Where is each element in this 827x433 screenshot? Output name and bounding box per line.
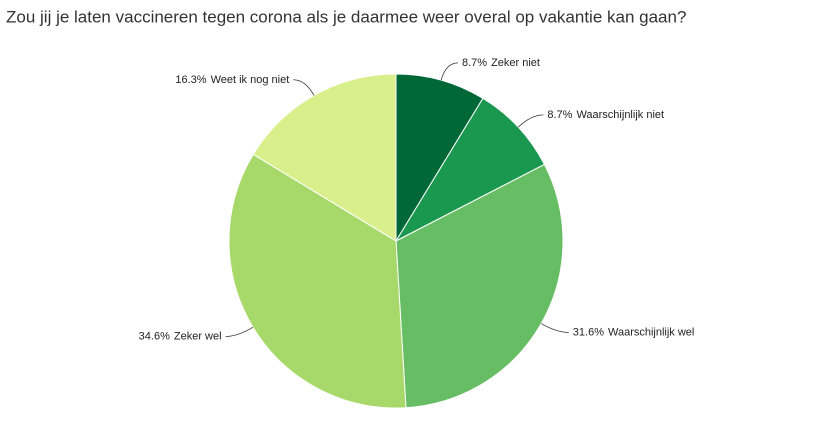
leader-line xyxy=(440,62,458,81)
value-label: 34.6% xyxy=(139,330,170,342)
value-label: 16.3% xyxy=(175,74,206,86)
category-label: Waarschijnlijk wel xyxy=(608,326,694,338)
leader-line xyxy=(225,326,254,337)
chart-title: Zou jij je laten vaccineren tegen corona… xyxy=(6,7,686,26)
value-label: 31.6% xyxy=(573,326,604,338)
pie-slice xyxy=(394,97,546,243)
leader-line xyxy=(293,79,315,96)
pie-slice xyxy=(395,73,484,243)
leader-line xyxy=(540,323,569,333)
category-label: Waarschijnlijk niet xyxy=(576,109,664,121)
data-label: 31.6% Waarschijnlijk wel xyxy=(573,326,695,338)
data-label: 34.6% Zeker wel xyxy=(139,330,222,342)
value-label: 8.7% xyxy=(547,109,572,121)
data-label: 8.7% Waarschijnlijk niet xyxy=(547,109,664,121)
value-label: 8.7% xyxy=(462,57,487,69)
category-label: Zeker wel xyxy=(174,330,222,342)
pie-slice xyxy=(252,73,397,242)
category-label: Weet ik nog niet xyxy=(211,74,290,86)
category-label: Zeker niet xyxy=(491,57,540,69)
pie-slice xyxy=(395,163,564,409)
data-label: 8.7% Zeker niet xyxy=(462,57,540,69)
leader-line xyxy=(517,114,544,128)
data-label: 16.3% Weet ik nog niet xyxy=(175,74,289,86)
pie-slice xyxy=(228,153,407,409)
